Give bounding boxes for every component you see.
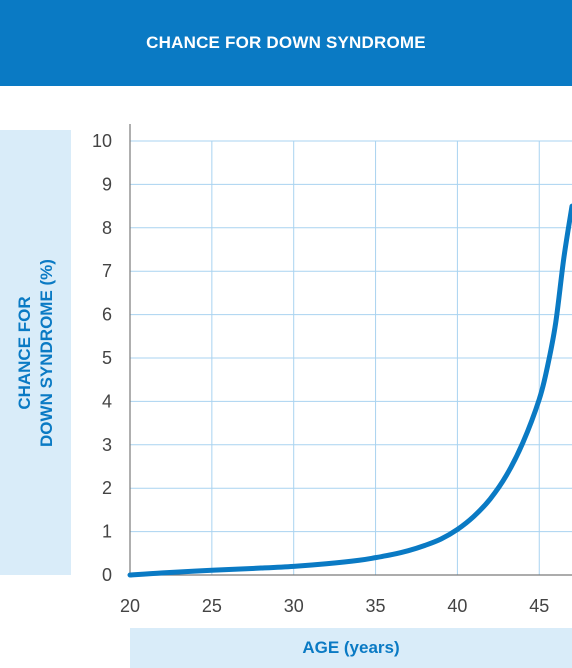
y-tick-label-5: 5 (102, 348, 112, 368)
y-tick-label-4: 4 (102, 391, 112, 411)
y-tick-label-3: 3 (102, 435, 112, 455)
x-tick-label-20: 20 (120, 596, 140, 616)
y-tick-label-7: 7 (102, 261, 112, 281)
x-axis-label-panel: AGE (years) (130, 628, 572, 668)
y-axis-label-panel: CHANCE FOR DOWN SYNDROME (%) (0, 130, 71, 575)
x-tick-label-45: 45 (529, 596, 549, 616)
y-tick-label-2: 2 (102, 478, 112, 498)
title-bar: CHANCE FOR DOWN SYNDROME (0, 0, 572, 86)
x-tick-label-25: 25 (202, 596, 222, 616)
y-tick-label-1: 1 (102, 522, 112, 542)
x-axis-label: AGE (years) (302, 638, 400, 657)
x-tick-label-30: 30 (284, 596, 304, 616)
y-tick-label-9: 9 (102, 174, 112, 194)
series-line-0 (127, 203, 572, 578)
y-tick-label-0: 0 (102, 565, 112, 585)
chart-title: CHANCE FOR DOWN SYNDROME (146, 33, 426, 52)
x-tick-label-35: 35 (366, 596, 386, 616)
y-tick-label-6: 6 (102, 305, 112, 325)
y-tick-label-8: 8 (102, 218, 112, 238)
x-tick-label-40: 40 (447, 596, 467, 616)
y-tick-label-10: 10 (92, 131, 112, 151)
